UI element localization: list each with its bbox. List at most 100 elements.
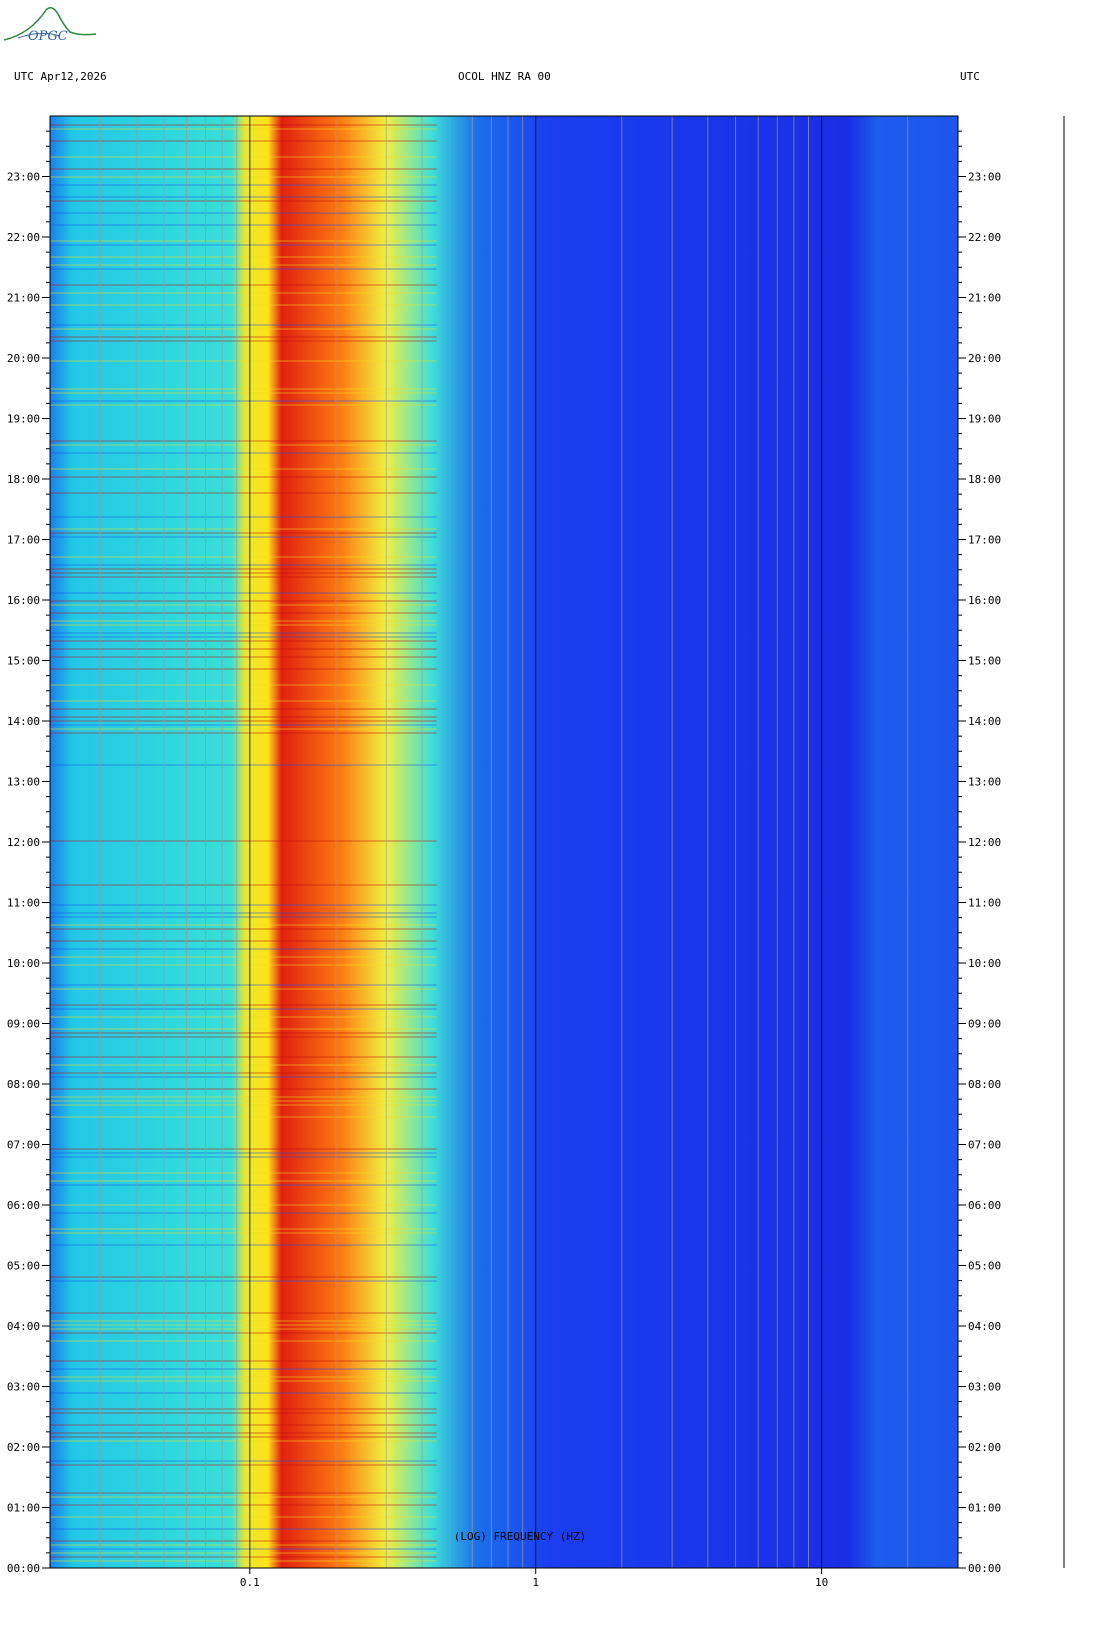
time-stripe [50,1504,437,1506]
time-stripe [50,404,437,406]
y-axis-left: 00:00 01:00 02:00 03:00 04:00 05:00 06:00 07:00… [7,130,50,1575]
time-stripe [50,632,437,634]
time-stripe [50,612,437,614]
time-stripe [50,1036,437,1038]
y-tick-label-left: 03:00 [7,1381,40,1394]
time-stripe [50,492,437,494]
time-stripe [50,568,437,570]
spectrogram-area [50,116,958,1568]
time-stripe [50,884,437,886]
y-tick-label-right: 15:00 [968,655,1001,668]
time-stripe [50,1312,437,1314]
time-stripe [50,1032,437,1034]
time-stripe [50,984,437,986]
time-stripe [50,1212,437,1214]
time-stripe [50,1408,437,1410]
time-stripe [50,1028,437,1030]
time-stripe [50,1492,437,1494]
header-station: OCOL HNZ RA 00 [458,70,551,83]
time-stripe [50,1560,437,1562]
time-stripe [50,1148,437,1150]
time-stripe [50,732,437,734]
time-stripe [50,728,437,730]
y-tick-label-right: 14:00 [968,715,1001,728]
time-stripe [50,988,437,990]
y-tick-label-right: 17:00 [968,534,1001,547]
y-tick-label-right: 13:00 [968,776,1001,789]
y-tick-label-left: 16:00 [7,594,40,607]
time-stripe [50,636,437,638]
time-stripe [50,1436,437,1438]
time-stripe [50,516,437,518]
time-stripe [50,684,437,686]
spectrogram-stripes [50,124,437,1562]
time-stripe [50,1180,437,1182]
time-stripe [50,924,437,926]
y-tick-label-left: 06:00 [7,1199,40,1212]
y-tick-label-right: 19:00 [968,413,1001,426]
time-stripe [50,1392,437,1394]
time-stripe [50,156,437,158]
time-stripe [50,1096,437,1098]
y-tick-label-right: 23:00 [968,171,1001,184]
y-tick-label-left: 13:00 [7,776,40,789]
time-stripe [50,564,437,566]
time-stripe [50,1360,437,1362]
y-tick-label-left: 21:00 [7,292,40,305]
x-tick-label: 0.1 [240,1576,260,1589]
time-stripe [50,720,437,722]
time-stripe [50,1152,437,1154]
time-stripe [50,956,437,958]
time-stripe [50,240,437,242]
logo-text: OPGC [28,29,68,44]
time-stripe [50,1432,437,1434]
y-tick-label-right: 18:00 [968,473,1001,486]
x-axis: 0.1 1 10 [240,1568,828,1589]
time-stripe [50,964,437,966]
time-stripe [50,1320,437,1322]
y-tick-label-left: 14:00 [7,715,40,728]
x-tick-label: 10 [815,1576,828,1589]
time-stripe [50,1412,437,1414]
time-stripe [50,1368,437,1370]
time-stripe [50,476,437,478]
y-tick-label-left: 11:00 [7,897,40,910]
time-stripe [50,1332,437,1334]
time-stripe [50,452,437,454]
time-stripe [50,1244,437,1246]
time-stripe [50,648,437,650]
time-stripe [50,328,437,330]
time-stripe [50,840,437,842]
y-tick-label-right: 22:00 [968,231,1001,244]
time-stripe [50,268,437,270]
x-axis-label: (LOG) FREQUENCY (HZ) [454,1530,586,1543]
y-axis-right: 00:00 01:00 02:00 03:00 04:00 05:00 06:00 07:00… [958,130,1001,1575]
time-stripe [50,912,437,914]
time-stripe [50,656,437,658]
y-tick-label-left: 00:00 [7,1562,40,1575]
time-stripe [50,528,437,530]
header-timezone: UTC [960,70,980,83]
time-stripe [50,128,437,130]
time-stripe [50,1340,437,1342]
y-tick-label-left: 15:00 [7,655,40,668]
time-stripe [50,556,437,558]
y-tick-label-right: 06:00 [968,1199,1001,1212]
x-tick-label: 1 [532,1576,539,1589]
y-tick-label-left: 01:00 [7,1502,40,1515]
time-stripe [50,400,437,402]
y-tick-label-left: 19:00 [7,413,40,426]
header-date: UTC Apr12,2026 [14,70,107,83]
time-stripe [50,124,437,126]
time-stripe [50,340,437,342]
time-stripe [50,392,437,394]
time-stripe [50,184,437,186]
time-stripe [50,1172,437,1174]
y-tick-label-right: 02:00 [968,1441,1001,1454]
time-stripe [50,1016,437,1018]
time-stripe [50,708,437,710]
time-stripe [50,1004,437,1006]
y-tick-label-left: 05:00 [7,1260,40,1273]
time-stripe [50,1528,437,1530]
time-stripe [50,1008,437,1010]
